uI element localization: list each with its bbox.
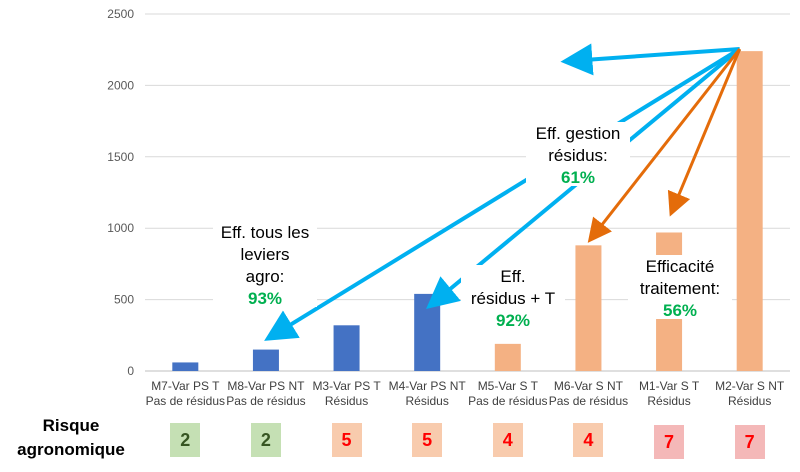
annotation-background — [526, 122, 630, 186]
bar — [575, 245, 602, 371]
annotation-text: résidus + T — [471, 289, 555, 308]
x-tick-label: Résidus — [647, 394, 690, 408]
annotation-background — [461, 265, 565, 329]
annotation-background — [628, 255, 732, 319]
bar — [172, 362, 199, 371]
risk-title-line: agronomique — [17, 440, 125, 459]
annotation-text: agro: — [246, 267, 285, 286]
risk-title: Risque agronomique — [16, 414, 126, 462]
x-tick-label: M4-Var PS NT — [389, 379, 467, 393]
arrow — [560, 43, 740, 76]
bar — [414, 293, 441, 371]
risk-box: 4 — [573, 423, 604, 457]
annotation-text: Efficacité — [646, 257, 715, 276]
x-tick-label: Pas de résidus — [146, 394, 225, 408]
annotation-value: 61% — [561, 168, 595, 187]
risk-box: 7 — [734, 425, 765, 459]
risk-box: 5 — [412, 423, 443, 457]
y-tick-label: 1000 — [107, 221, 134, 235]
x-tick-label: M7-Var PS T — [151, 379, 220, 393]
y-axis: 0 500 1000 1500 2000 2500 — [107, 7, 134, 378]
annotation-text: Eff. — [500, 267, 525, 286]
y-tick-label: 2500 — [107, 7, 134, 21]
risk-box: 5 — [331, 423, 362, 457]
bars — [172, 51, 763, 372]
annotation-text: Eff. gestion — [536, 124, 621, 143]
risk-box: 7 — [654, 425, 685, 459]
arrow — [264, 47, 741, 341]
y-tick-label: 0 — [127, 364, 134, 378]
x-tick-label: Résidus — [325, 394, 368, 408]
annotation: Eff. gestion résidus: 61% — [526, 122, 630, 187]
x-tick-label: M6-Var S NT — [554, 379, 624, 393]
x-tick-label: M2-Var S NT — [715, 379, 785, 393]
annotations: Eff. tous les leviers agro: 93% Eff. résidus … — [213, 122, 732, 330]
x-tick-label: M8-Var PS NT — [227, 379, 305, 393]
x-tick-label: Pas de résidus — [226, 394, 305, 408]
risk-box: 2 — [250, 423, 281, 457]
x-tick-label: M1-Var S T — [639, 379, 700, 393]
annotation-background — [213, 221, 317, 307]
annotation-text: résidus: — [548, 146, 608, 165]
risk-box: 2 — [170, 423, 201, 457]
x-tick-label: Résidus — [406, 394, 449, 408]
x-tick-label: Pas de résidus — [468, 394, 547, 408]
bar — [252, 349, 279, 371]
bar — [494, 343, 521, 371]
annotation: Eff. résidus + T 92% — [461, 265, 565, 330]
annotation: Efficacité traitement: 56% — [628, 255, 732, 320]
annotation-text: Eff. tous les — [221, 223, 310, 242]
x-tick-label: M3-Var PS T — [312, 379, 381, 393]
x-tick-label: Résidus — [728, 394, 771, 408]
annotation-text: leviers — [240, 245, 289, 264]
risk-box: 4 — [492, 423, 523, 457]
annotation-value: 92% — [496, 311, 530, 330]
y-tick-label: 500 — [114, 293, 134, 307]
bar — [736, 51, 763, 372]
annotation-value: 56% — [663, 301, 697, 320]
annotation-text: traitement: — [640, 279, 720, 298]
annotation: Eff. tous les leviers agro: 93% — [213, 221, 317, 308]
x-tick-label: Pas de résidus — [549, 394, 628, 408]
y-tick-label: 2000 — [107, 78, 134, 92]
bar — [333, 325, 360, 371]
x-tick-label: M5-Var S T — [478, 379, 539, 393]
annotation-value: 93% — [248, 289, 282, 308]
risk-title-line: Risque — [42, 416, 100, 435]
arrow — [667, 48, 742, 217]
arrow — [587, 48, 741, 243]
y-tick-label: 1500 — [107, 150, 134, 164]
